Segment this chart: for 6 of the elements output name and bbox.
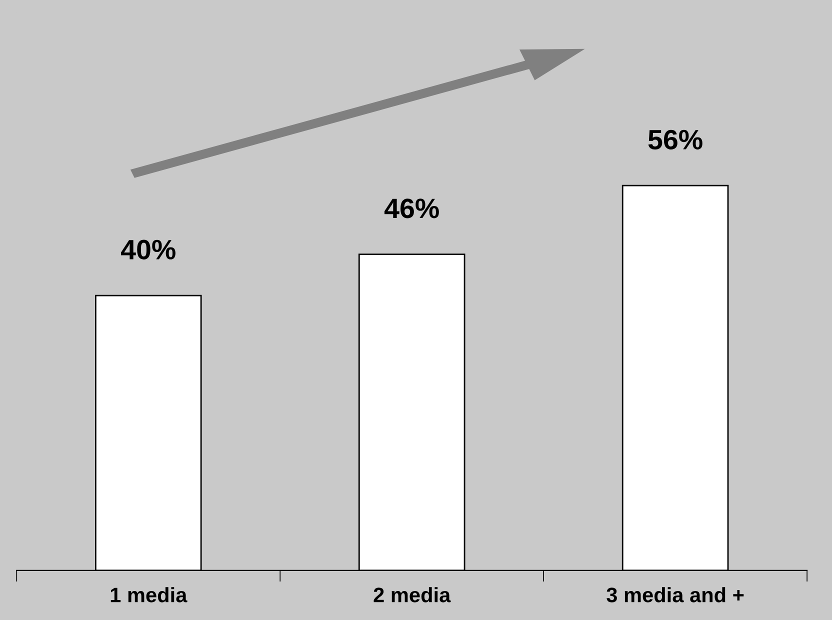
- x-tick-label: 2 media: [374, 587, 451, 602]
- data-label: 46%: [384, 198, 439, 218]
- data-label: 40%: [120, 240, 176, 260]
- data-label: 56%: [648, 130, 702, 150]
- x-tick-label: 3 media and +: [606, 587, 744, 602]
- x-tick-label: 1 media: [110, 587, 188, 602]
